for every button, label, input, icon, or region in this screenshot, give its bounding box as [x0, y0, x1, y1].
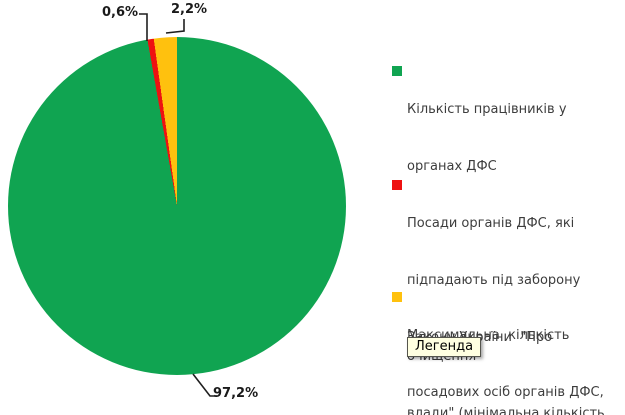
leader-line-yellow-slice [165, 19, 185, 34]
legend-label-employees: Кількість працівників у органах ДФС [407, 102, 567, 174]
legend-swatch-red [392, 180, 402, 190]
data-label-green-slice[interactable]: 97,2% [213, 386, 259, 401]
legend-label-positions-minimum: Посади органів ДФС, які підпадають під з… [407, 216, 605, 415]
legend-swatch-green [392, 66, 402, 76]
legend-item-positions-minimum[interactable]: Посади органів ДФС, які підпадають під з… [392, 176, 619, 415]
legend-item-positions-maximum[interactable]: Максимальна кількість посадових осіб орг… [392, 288, 619, 415]
data-label-red-slice[interactable]: 0,6% [102, 5, 139, 20]
data-label-yellow-slice[interactable]: 2,2% [171, 2, 208, 17]
legend-swatch-yellow [392, 292, 402, 302]
legend-tooltip: Легенда [407, 337, 482, 357]
legend[interactable]: Кількість працівників у органах ДФС Поса… [392, 0, 622, 415]
pie-chart[interactable] [8, 37, 346, 375]
legend-tooltip-text: Легенда [415, 339, 474, 354]
legend-item-employees[interactable]: Кількість працівників у органах ДФС [392, 62, 619, 214]
leader-line-red-slice [139, 13, 148, 41]
legend-label-positions-maximum: Максимальна кількість посадових осіб орг… [407, 328, 604, 400]
